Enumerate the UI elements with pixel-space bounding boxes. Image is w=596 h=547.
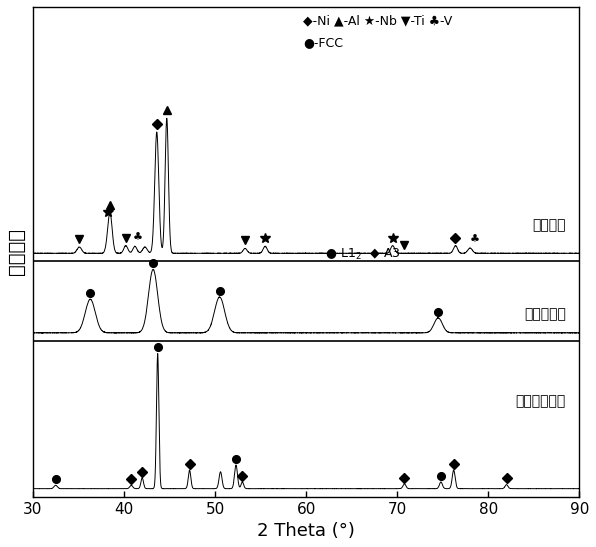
Text: 原始粉末: 原始粉末: [532, 218, 566, 232]
Text: ♣: ♣: [133, 232, 142, 243]
Text: ●-FCC: ●-FCC: [303, 36, 343, 49]
Text: ♣: ♣: [470, 235, 480, 245]
Text: ●-L1$_2$  ◆-A3: ●-L1$_2$ ◆-A3: [325, 247, 401, 263]
Y-axis label: 相对強度: 相对強度: [7, 228, 26, 275]
X-axis label: 2 Theta (°): 2 Theta (°): [257, 522, 355, 540]
Text: 合金化粉末: 合金化粉末: [524, 307, 566, 321]
Text: 烧结块体样品: 烧结块体样品: [516, 394, 566, 408]
Text: ◆-Ni ▲-Al ★-Nb ▼-Ti ♣-V: ◆-Ni ▲-Al ★-Nb ▼-Ti ♣-V: [303, 14, 452, 27]
